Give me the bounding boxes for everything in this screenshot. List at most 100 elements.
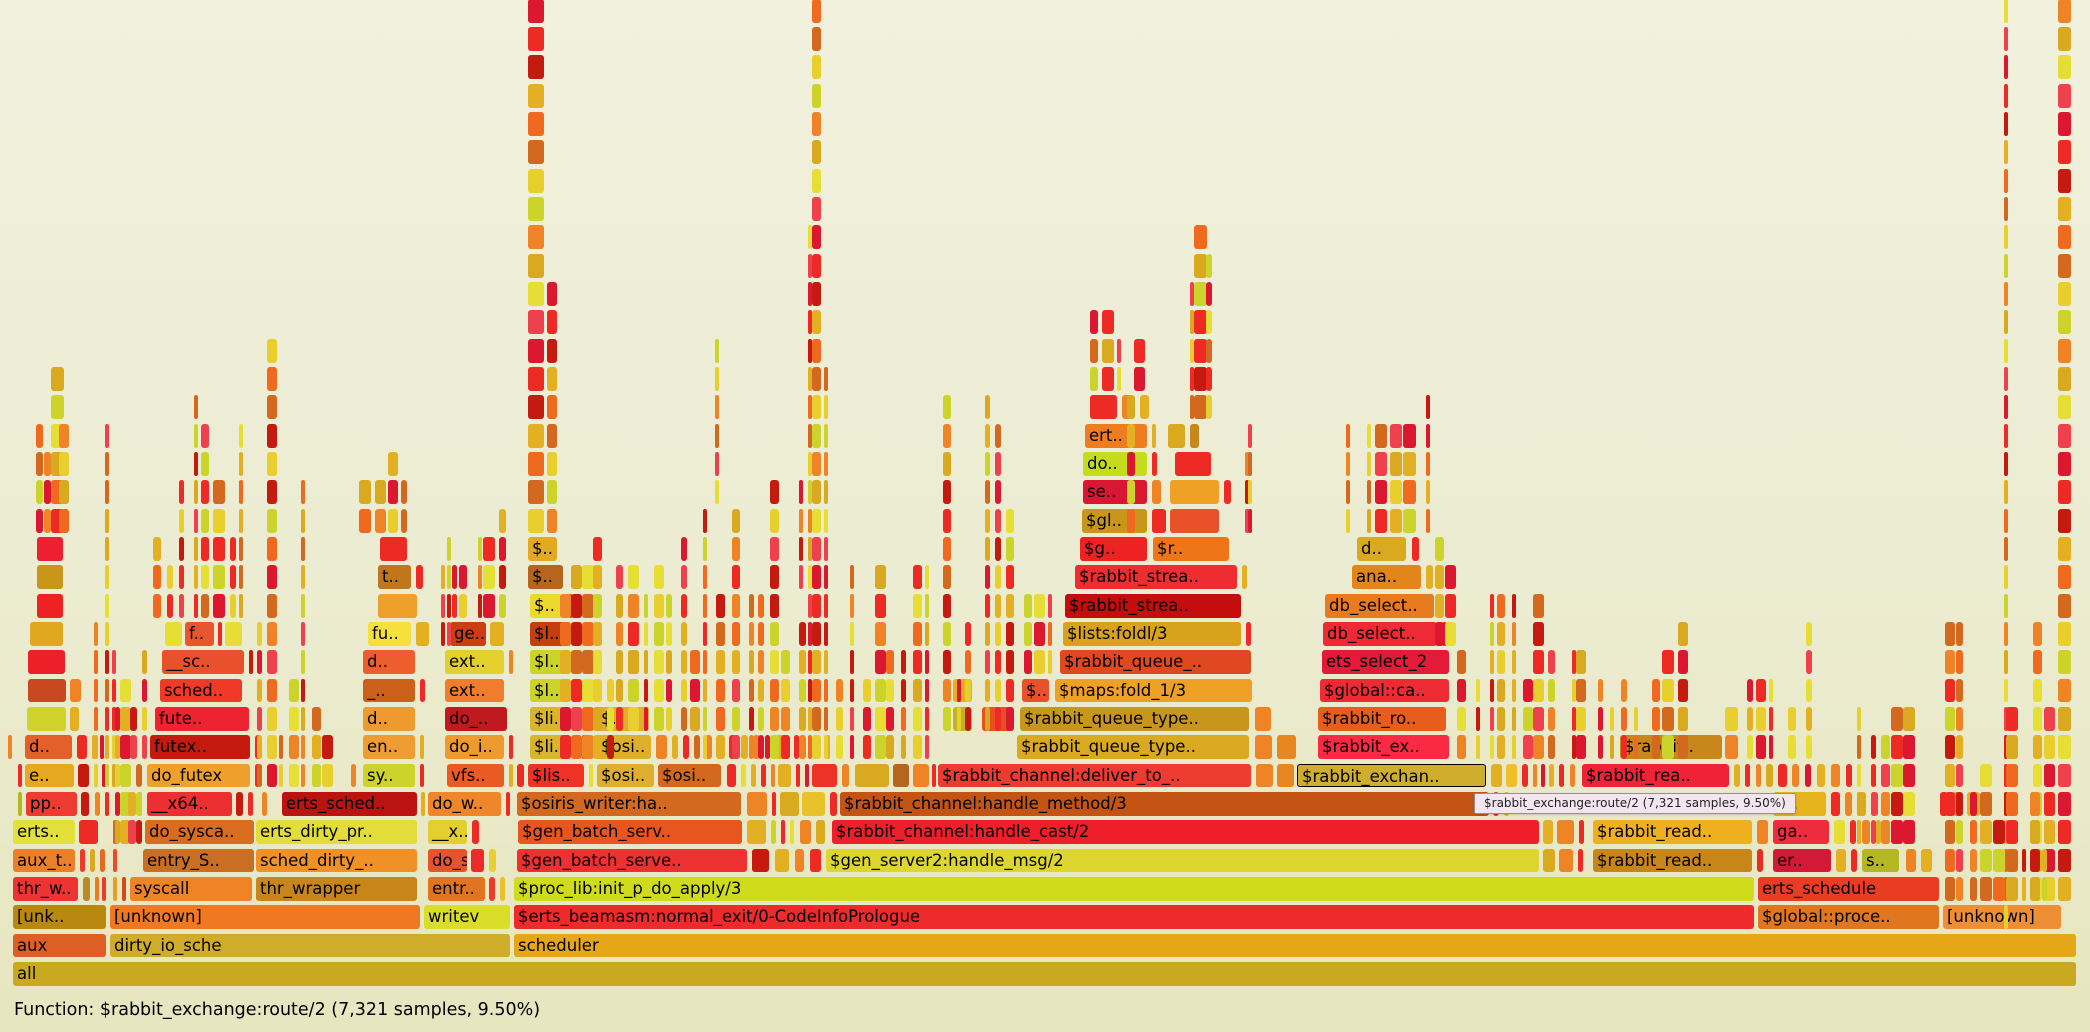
flame-frame-small[interactable]: [528, 282, 544, 306]
flame-frame-small[interactable]: [1152, 423, 1156, 448]
flame-frame-small[interactable]: [924, 735, 930, 760]
flame-frame-small[interactable]: [142, 678, 147, 703]
flame-frame-small[interactable]: [1769, 707, 1774, 731]
flame-frame-small[interactable]: [715, 735, 726, 760]
flame-frame[interactable]: $..: [528, 565, 563, 590]
flame-frame[interactable]: entry_S..: [143, 848, 254, 873]
flame-frame-small[interactable]: [528, 338, 544, 363]
flame-frame-small[interactable]: [1980, 848, 1993, 873]
flame-frame-small[interactable]: [798, 650, 807, 675]
flame-frame-small[interactable]: [2058, 27, 2071, 51]
flame-frame-small[interactable]: [36, 423, 44, 448]
flame-frame-small[interactable]: [2030, 877, 2041, 901]
flame-frame-small[interactable]: [1255, 707, 1271, 731]
flame-frame-small[interactable]: [812, 55, 821, 80]
flame-frame-small[interactable]: [1047, 593, 1052, 618]
flame-frame-small[interactable]: [808, 593, 812, 618]
flame-frame-small[interactable]: [312, 763, 321, 788]
flame-frame-small[interactable]: [528, 168, 544, 193]
flame-frame-small[interactable]: [593, 707, 603, 731]
flame-frame-small[interactable]: [440, 622, 445, 646]
flame-frame-small[interactable]: [1891, 792, 1903, 816]
flame-frame-small[interactable]: [477, 593, 482, 618]
flame-frame[interactable]: $l..: [530, 622, 567, 646]
flame-frame-small[interactable]: [758, 735, 764, 760]
flame-frame[interactable]: $global::ca..: [1320, 678, 1449, 703]
flame-frame-small[interactable]: [374, 480, 386, 505]
flame-frame-small[interactable]: [1891, 820, 1903, 845]
flame-frame-small[interactable]: [1598, 735, 1604, 760]
flame-frame-small[interactable]: [179, 537, 185, 561]
flame-frame-small[interactable]: [93, 678, 98, 703]
flame-frame-small[interactable]: [824, 480, 828, 505]
flame-frame-small[interactable]: [300, 678, 306, 703]
flame-frame-small[interactable]: [528, 367, 544, 391]
flame-frame-small[interactable]: [714, 338, 719, 363]
flame-frame-small[interactable]: [875, 622, 886, 646]
flame-frame-small[interactable]: [142, 735, 147, 760]
flame-frame-small[interactable]: [769, 735, 779, 760]
flame-frame-small[interactable]: [1955, 877, 1963, 901]
flame-frame-small[interactable]: [644, 650, 649, 675]
flame-frame-small[interactable]: [193, 452, 198, 476]
flame-frame-small[interactable]: [703, 593, 708, 618]
flame-frame-small[interactable]: [749, 707, 754, 731]
flame-frame-small[interactable]: [781, 735, 790, 760]
flame-frame-small[interactable]: [212, 480, 225, 505]
flame-frame-small[interactable]: [2005, 792, 2018, 816]
flame-frame-small[interactable]: [1246, 622, 1251, 646]
flame-frame-small[interactable]: [200, 508, 210, 533]
flame-frame-small[interactable]: [1244, 508, 1249, 533]
flame-frame-small[interactable]: [1579, 820, 1584, 845]
flame-frame-small[interactable]: [1205, 367, 1212, 391]
flame-frame-small[interactable]: [812, 395, 821, 420]
flame-frame-small[interactable]: [1491, 763, 1502, 788]
flame-frame-small[interactable]: [995, 452, 1001, 476]
flame-frame-small[interactable]: [653, 650, 665, 675]
flame-frame-small[interactable]: [681, 678, 687, 703]
flame-frame-small[interactable]: [200, 480, 210, 505]
flame-frame[interactable]: ga..: [1773, 820, 1829, 845]
flame-frame[interactable]: __x64..: [147, 792, 232, 816]
flame-frame-small[interactable]: [924, 565, 930, 590]
flame-frame-small[interactable]: [665, 622, 673, 646]
flame-frame-small[interactable]: [681, 565, 687, 590]
flame-frame-small[interactable]: [995, 650, 1001, 675]
flame-frame-small[interactable]: [1006, 565, 1015, 590]
flame-frame-small[interactable]: [472, 820, 479, 845]
flame-frame-small[interactable]: [805, 763, 809, 788]
flame-frame-small[interactable]: [715, 593, 726, 618]
flame-frame-small[interactable]: [665, 678, 673, 703]
flame-frame-small[interactable]: [995, 423, 1001, 448]
flame-frame-small[interactable]: [300, 508, 306, 533]
flame-frame-small[interactable]: [824, 537, 828, 561]
flame-frame-small[interactable]: [249, 650, 253, 675]
flame-frame[interactable]: $osi..: [658, 763, 721, 788]
flame-frame-small[interactable]: [1817, 763, 1825, 788]
flame-frame-small[interactable]: [1831, 792, 1840, 816]
flame-frame-small[interactable]: [1102, 338, 1114, 363]
flame-frame-small[interactable]: [51, 367, 64, 391]
flame-frame-small[interactable]: [1152, 508, 1166, 533]
flame-frame-small[interactable]: [1512, 678, 1517, 703]
flame-frame-small[interactable]: [1543, 848, 1555, 873]
flame-frame[interactable]: $global::proce..: [1758, 905, 1939, 930]
flame-frame-small[interactable]: [2058, 338, 2071, 363]
flame-frame-small[interactable]: [812, 565, 821, 590]
flame-frame-small[interactable]: [571, 707, 583, 731]
flame-frame-small[interactable]: [582, 565, 594, 590]
flame-frame-small[interactable]: [256, 763, 262, 788]
flame-frame-small[interactable]: [37, 565, 63, 590]
flame-frame-small[interactable]: [517, 763, 524, 788]
flame-frame-small[interactable]: [560, 650, 571, 675]
flame-frame-small[interactable]: [985, 707, 990, 731]
flame-frame-small[interactable]: [731, 678, 741, 703]
flame-frame-small[interactable]: [849, 678, 854, 703]
flame-frame-small[interactable]: [985, 537, 990, 561]
flame-frame-small[interactable]: [855, 763, 889, 788]
flame-frame-small[interactable]: [886, 735, 895, 760]
flame-frame-small[interactable]: [749, 650, 754, 675]
flame-frame-small[interactable]: [924, 650, 930, 675]
flame-frame[interactable]: do_..: [445, 707, 507, 731]
flame-frame-small[interactable]: [1023, 650, 1033, 675]
